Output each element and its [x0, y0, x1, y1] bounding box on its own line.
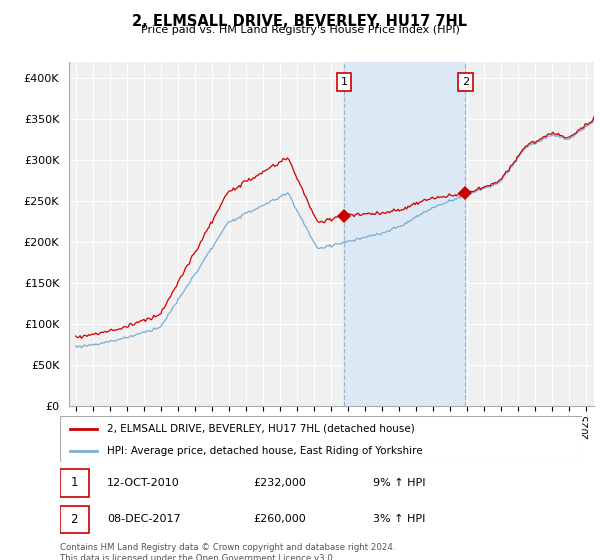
Text: 2: 2 [461, 77, 469, 87]
Text: 9% ↑ HPI: 9% ↑ HPI [373, 478, 426, 488]
FancyBboxPatch shape [60, 469, 89, 497]
Text: 2, ELMSALL DRIVE, BEVERLEY, HU17 7HL (detached house): 2, ELMSALL DRIVE, BEVERLEY, HU17 7HL (de… [107, 424, 415, 434]
Text: 2: 2 [71, 513, 78, 526]
Text: 2, ELMSALL DRIVE, BEVERLEY, HU17 7HL: 2, ELMSALL DRIVE, BEVERLEY, HU17 7HL [133, 14, 467, 29]
Bar [344, 62, 465, 406]
Text: £232,000: £232,000 [253, 478, 306, 488]
Text: 08-DEC-2017: 08-DEC-2017 [107, 515, 181, 524]
Text: 1: 1 [71, 477, 78, 489]
Text: Price paid vs. HM Land Registry's House Price Index (HPI): Price paid vs. HM Land Registry's House … [140, 25, 460, 35]
Text: Contains HM Land Registry data © Crown copyright and database right 2024.
This d: Contains HM Land Registry data © Crown c… [60, 543, 395, 560]
Text: £260,000: £260,000 [253, 515, 306, 524]
Text: 12-OCT-2010: 12-OCT-2010 [107, 478, 180, 488]
Text: 1: 1 [341, 77, 347, 87]
Text: HPI: Average price, detached house, East Riding of Yorkshire: HPI: Average price, detached house, East… [107, 446, 422, 455]
Text: 3% ↑ HPI: 3% ↑ HPI [373, 515, 425, 524]
FancyBboxPatch shape [60, 506, 89, 533]
